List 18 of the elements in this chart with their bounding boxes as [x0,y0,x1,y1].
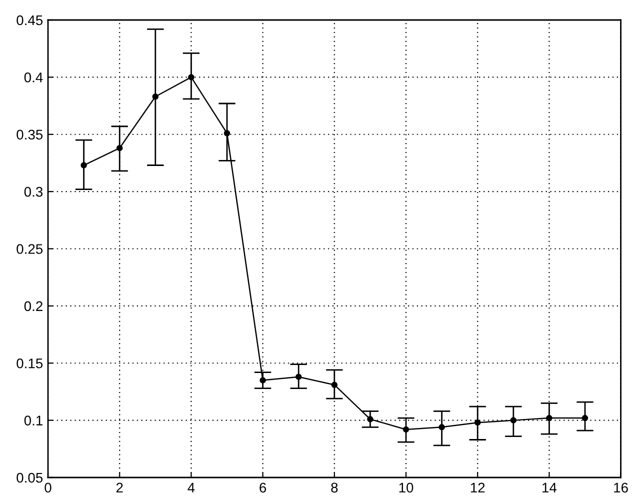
y-tick-label: 0.45 [16,15,43,26]
x-tick-label: 2 [116,482,123,492]
x-tick-label: 4 [188,482,195,492]
x-tick-label: 10 [399,482,414,493]
y-tick-label: 0.25 [16,244,43,254]
y-tick-label: 0.15 [16,358,43,368]
x-tick-label: 14 [542,482,557,492]
x-tick-label: 8 [331,482,338,493]
y-tick-label: 0.2 [24,301,42,312]
y-tick-label: 0.4 [24,72,43,82]
x-tick-label: 0 [44,482,52,493]
y-tick-label: 0.05 [16,472,43,483]
y-tick-label: 0.1 [24,416,42,426]
x-tick-label: 6 [260,482,266,493]
y-tick-label: 0.35 [16,130,43,140]
y-tick-label: 0.3 [24,186,43,197]
x-tick-label: 16 [614,482,628,493]
x-tick-label: 12 [470,482,485,492]
